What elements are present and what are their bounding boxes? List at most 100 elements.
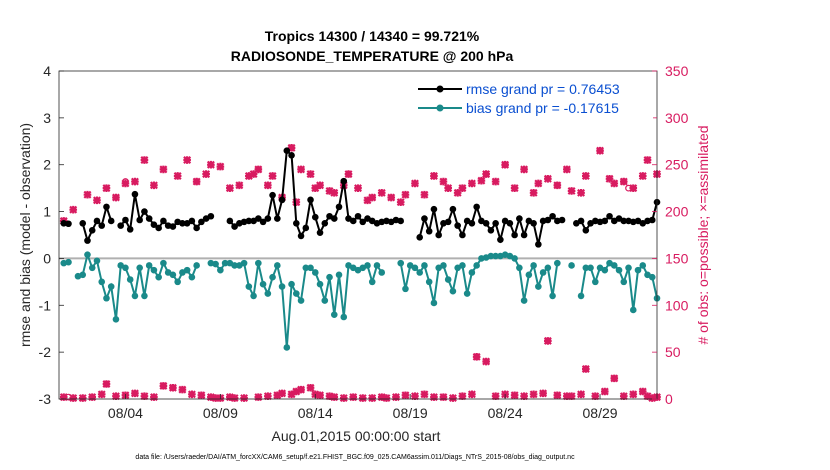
rmse-point (93, 217, 101, 225)
obs-assimilated-point (287, 390, 296, 399)
bias-point (98, 278, 106, 286)
bias-point (378, 269, 386, 276)
rmse-point (278, 196, 286, 204)
rmse-point (302, 224, 310, 232)
bias-point (511, 255, 518, 262)
rmse-point (193, 224, 200, 232)
x-tick-label: 08/24 (488, 405, 523, 421)
obs-assimilated-point (429, 393, 438, 402)
obs-assimilated-point (410, 392, 419, 401)
bias-point (459, 262, 466, 269)
obs-assimilated-point (316, 181, 325, 190)
obs-assimilated-point (249, 170, 258, 179)
obs-assimilated-point (325, 186, 334, 195)
bias-point (592, 278, 599, 286)
obs-assimilated-point (510, 391, 519, 400)
bias-point (330, 311, 338, 318)
obs-assimilated-point (168, 383, 177, 392)
bias-point (131, 292, 139, 300)
x-tick-label: 08/14 (298, 405, 333, 421)
rmse-point (155, 224, 162, 232)
obs-assimilated-point (97, 390, 106, 399)
bias-point (293, 290, 300, 297)
bias-point (416, 269, 423, 276)
rmse-point (188, 217, 196, 225)
rmse-point (397, 217, 405, 225)
bias-point (84, 251, 91, 258)
bias-point (79, 271, 87, 279)
bias-point (568, 262, 575, 269)
rmse-point (88, 227, 96, 234)
bias-point (311, 269, 319, 276)
y-tick-label: -3 (39, 391, 52, 407)
rmse-point (482, 219, 490, 227)
obs-assimilated-point (396, 198, 405, 207)
obs-assimilated-point (330, 188, 339, 197)
obs-assimilated-point (368, 193, 377, 202)
obs-assimilated-point (539, 389, 548, 398)
obs-assimilated-point (581, 171, 590, 180)
obs-assimilated-point (529, 188, 538, 197)
obs-assimilated-point (111, 193, 120, 202)
bias-point (122, 264, 129, 272)
rmse-point (340, 177, 348, 185)
bias-point (302, 264, 310, 272)
bias-point (520, 297, 528, 304)
obs-assimilated-point (368, 394, 377, 403)
obs-assimilated-point (577, 390, 586, 399)
rmse-point (435, 231, 442, 239)
obs-assimilated-point (292, 198, 301, 207)
bias-point (126, 276, 134, 283)
obs-assimilated-point (482, 170, 491, 179)
obs-assimilated-point (567, 186, 576, 195)
legend-rmse-marker (436, 85, 444, 93)
rmse-point (307, 196, 314, 204)
bias-point (288, 280, 295, 288)
bias-point (269, 273, 276, 281)
rmse-point (226, 217, 234, 225)
obs-assimilated-point (88, 393, 97, 402)
obs-assimilated-point (263, 392, 272, 401)
obs-assimilated-point (140, 156, 149, 165)
bias-point (188, 273, 196, 281)
obs-assimilated-point (401, 190, 410, 199)
bias-point (88, 264, 96, 272)
rmse-point (535, 241, 542, 248)
obs-assimilated-point (510, 184, 519, 193)
rmse-point (335, 203, 343, 211)
rmse-point (122, 216, 129, 224)
rmse-point (330, 215, 338, 222)
rmse-point (283, 147, 291, 154)
y-axis-label: rmse and bias (model - observation) (17, 123, 33, 347)
obs-assimilated-point (178, 385, 187, 394)
chart-subtitle: RADIOSONDE_TEMPERATURE @ 200 hPa (231, 48, 514, 64)
x-tick-label: 08/09 (203, 405, 238, 421)
obs-assimilated-point (159, 165, 168, 174)
obs-assimilated-point (206, 393, 215, 402)
bias-point (373, 262, 381, 269)
bias-point (463, 290, 471, 297)
bias-point (240, 259, 248, 267)
bias-point (335, 271, 343, 279)
bias-point (136, 264, 143, 272)
obs-assimilated-point (387, 193, 396, 202)
rmse-point (321, 219, 329, 227)
rmse-point (103, 203, 110, 211)
rmse-point (231, 223, 238, 230)
rmse-point (255, 215, 262, 222)
obs-assimilated-point (202, 170, 211, 179)
x-axis-ticks: 08/04 08/09 08/14 08/19 08/24 08/29 (108, 394, 618, 421)
obs-assimilated-point (482, 357, 491, 366)
obs-assimilated-point (263, 181, 272, 190)
obs-assimilated-point (306, 170, 315, 179)
obs-assimilated-point (648, 394, 657, 403)
bias-point (321, 297, 329, 304)
bias-point (620, 278, 628, 286)
rmse-point (79, 219, 87, 227)
obs-assimilated-point (316, 391, 325, 400)
rmse-point (179, 219, 186, 227)
rmse-point (259, 218, 267, 226)
y-tick-label: -2 (39, 344, 52, 360)
bias-point (411, 264, 419, 272)
obs-assimilated-point (216, 162, 225, 171)
